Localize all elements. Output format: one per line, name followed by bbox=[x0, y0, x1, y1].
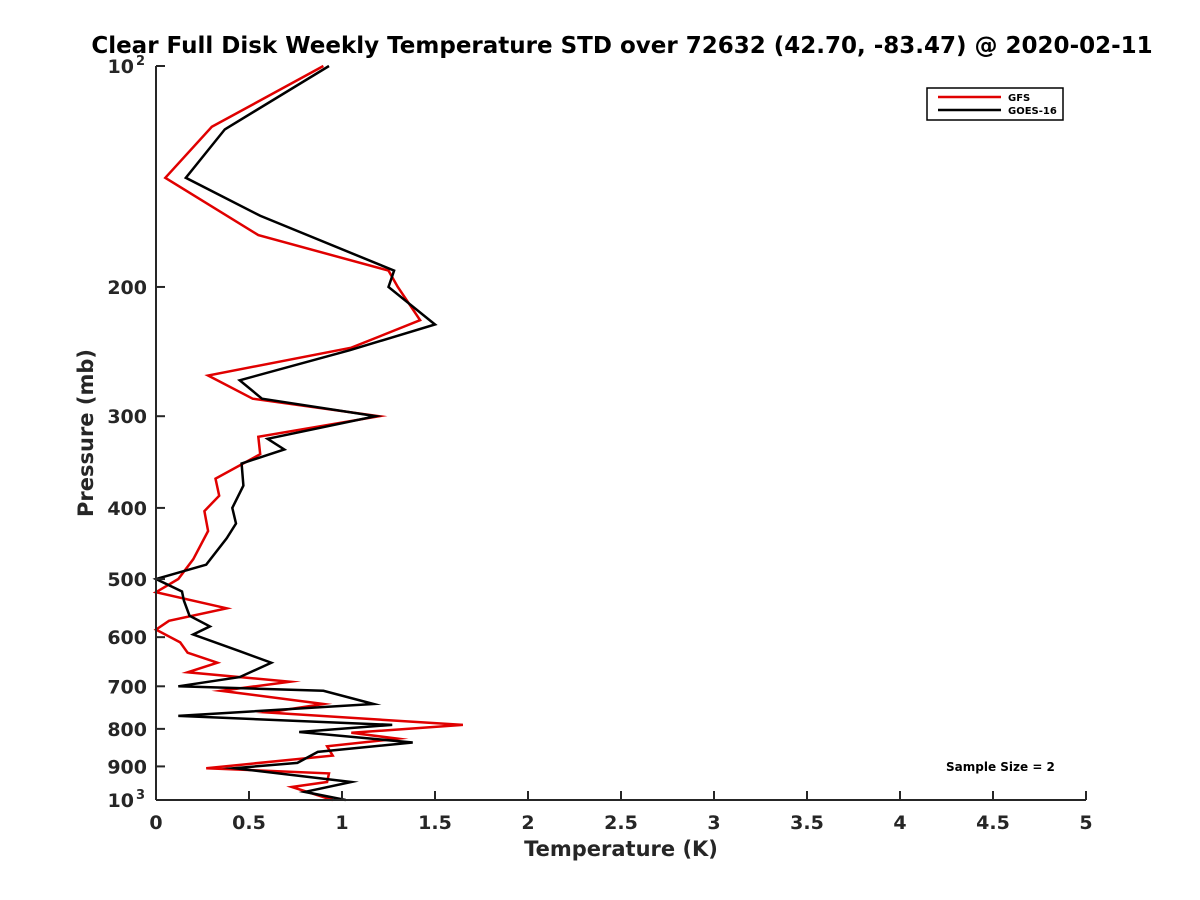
y-tick-label: 700 bbox=[107, 676, 147, 698]
y-tick-exponent: 3 bbox=[136, 788, 145, 803]
x-tick-label: 0 bbox=[149, 812, 162, 834]
chart-title: Clear Full Disk Weekly Temperature STD o… bbox=[91, 33, 1152, 59]
series-line-goes16 bbox=[152, 64, 438, 802]
y-tick-label: 300 bbox=[107, 406, 147, 428]
x-tick-label: 3.5 bbox=[790, 812, 824, 834]
y-tick-label: 200 bbox=[107, 277, 147, 299]
legend-box bbox=[926, 87, 1064, 121]
y-tick-label: 400 bbox=[107, 498, 147, 520]
y-tick-label: 10 bbox=[108, 790, 134, 812]
x-axis-label: Temperature (K) bbox=[524, 837, 718, 861]
x-tick-label: 2 bbox=[521, 812, 534, 834]
x-tick-label: 4 bbox=[893, 812, 906, 834]
x-tick-label: 2.5 bbox=[604, 812, 638, 834]
y-tick-label: 800 bbox=[107, 719, 147, 741]
x-tick-label: 0.5 bbox=[232, 812, 266, 834]
x-tick-label: 5 bbox=[1079, 812, 1092, 834]
y-tick-label: 10 bbox=[108, 56, 134, 78]
plot-series bbox=[152, 64, 463, 802]
x-tick-label: 3 bbox=[707, 812, 720, 834]
y-tick-label: 500 bbox=[107, 569, 147, 591]
legend: GFS GOES-16 bbox=[926, 87, 1064, 121]
sample-size-annotation: Sample Size = 2 bbox=[946, 760, 1055, 774]
x-tick-label: 1 bbox=[335, 812, 348, 834]
y-tick-label: 600 bbox=[107, 627, 147, 649]
y-tick-label: 900 bbox=[107, 756, 147, 778]
x-tick-label: 4.5 bbox=[976, 812, 1010, 834]
y-tick-exponent: 2 bbox=[136, 54, 145, 69]
series-line-gfs bbox=[152, 64, 463, 802]
legend-label-goes16: GOES-16 bbox=[1008, 106, 1057, 117]
legend-label-gfs: GFS bbox=[1008, 93, 1030, 104]
y-axis-label: Pressure (mb) bbox=[74, 349, 98, 517]
x-tick-label: 1.5 bbox=[418, 812, 452, 834]
x-axis-ticks: 0 0.5 1 1.5 2 2.5 3 3.5 4 4.5 5 bbox=[149, 791, 1093, 834]
